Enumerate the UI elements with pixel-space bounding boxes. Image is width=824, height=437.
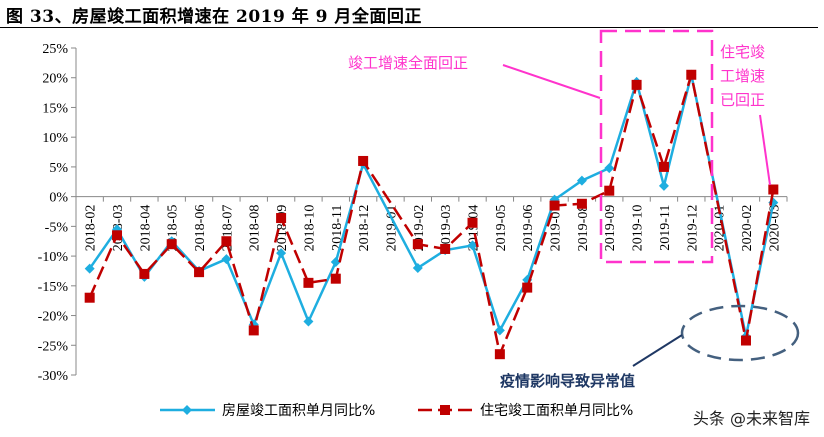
x-tick-label: 2019-08 [576, 205, 591, 252]
x-tick-label: 2019-10 [631, 205, 646, 252]
x-tick-label: 2018-10 [302, 205, 317, 252]
x-tick-label: 2018-12 [357, 205, 372, 252]
data-point-square [112, 230, 123, 241]
y-tick-label: -25% [38, 339, 69, 354]
y-tick-label: 0% [49, 191, 68, 206]
data-point-square [522, 282, 533, 293]
x-tick-label: 2019-09 [603, 205, 618, 252]
x-tick-label: 2018-02 [84, 205, 99, 252]
data-point-diamond [303, 316, 314, 327]
y-tick-label: 5% [49, 161, 68, 176]
data-point-square [686, 69, 697, 80]
data-point-diamond [221, 254, 232, 265]
x-tick-label: 2019-04 [467, 205, 482, 252]
x-tick-label: 2019-05 [494, 205, 509, 252]
y-tick-label: -20% [38, 310, 69, 325]
annotation-pointer [502, 64, 601, 99]
annotation-residential: 已回正 [720, 91, 765, 109]
data-point-square [248, 325, 259, 336]
x-tick-label: 2018-08 [248, 205, 263, 252]
x-tick-label: 2019-03 [439, 205, 454, 252]
data-point-square [276, 213, 287, 224]
y-tick-label: -30% [38, 369, 69, 384]
x-tick-label: 2018-04 [138, 205, 153, 252]
y-tick-label: -10% [38, 250, 69, 265]
data-point-square [740, 335, 751, 346]
x-tick-label: 2018-11 [330, 205, 345, 251]
annotation-pointer [759, 114, 771, 186]
x-tick-label: 2018-09 [275, 205, 290, 252]
data-point-square [303, 277, 314, 288]
data-point-diamond [604, 163, 615, 174]
legend-marker-diamond [182, 405, 192, 415]
data-point-square [494, 349, 505, 360]
data-point-diamond [658, 180, 669, 191]
data-point-diamond [467, 240, 478, 251]
y-tick-label: 15% [42, 101, 68, 116]
data-point-square [358, 155, 369, 166]
annotation-recovery: 竣工增速全面回正 [348, 54, 468, 72]
x-tick-label: 2020-01 [713, 205, 728, 252]
data-point-square [549, 200, 560, 211]
title-rule [0, 27, 818, 28]
y-tick-label: -15% [38, 280, 69, 295]
anomaly-ellipse [680, 304, 800, 362]
legend-label: 住宅竣工面积单月同比% [480, 403, 633, 419]
x-tick-label: 2019-07 [549, 205, 564, 252]
data-point-square [658, 161, 669, 172]
x-tick-label: 2019-12 [685, 205, 700, 252]
annotation-pointer [632, 334, 683, 367]
data-point-diamond [330, 257, 341, 268]
data-point-diamond [576, 175, 587, 186]
data-point-square [84, 292, 95, 303]
x-tick-label: 2020-02 [740, 205, 755, 252]
legend-label: 房屋竣工面积单月同比% [222, 403, 375, 419]
data-point-square [631, 79, 642, 90]
x-tick-label: 2019-01 [384, 205, 399, 252]
data-point-square [467, 217, 478, 228]
data-point-square [440, 243, 451, 254]
y-tick-label: -5% [45, 220, 69, 235]
y-tick-label: 10% [42, 131, 68, 146]
data-point-square [194, 267, 205, 278]
data-point-square [166, 239, 177, 250]
data-point-diamond [494, 325, 505, 336]
legend-marker-square [440, 405, 450, 415]
data-point-diamond [412, 262, 423, 273]
data-point-square [576, 198, 587, 209]
figure-title: 图 33、房屋竣工面积增速在 2019 年 9 月全面回正 [6, 7, 422, 27]
x-tick-label: 2019-11 [658, 205, 673, 251]
y-tick-label: 25% [42, 42, 68, 57]
data-point-square [330, 273, 341, 284]
annotation-anomaly: 疫情影响导致异常值 [500, 372, 635, 390]
data-point-square [139, 268, 150, 279]
annotation-residential: 住宅竣 [720, 43, 765, 61]
annotation-residential: 工增速 [720, 67, 765, 85]
y-tick-label: 20% [42, 72, 68, 87]
data-point-square [221, 236, 232, 247]
data-point-diamond [276, 248, 287, 259]
x-tick-label: 2019-06 [521, 205, 536, 252]
data-point-square [768, 184, 779, 195]
watermark: 头条 @未来智库 [692, 409, 810, 428]
data-point-square [412, 239, 423, 250]
data-point-diamond [84, 263, 95, 274]
data-point-square [604, 185, 615, 196]
x-tick-label: 2018-06 [193, 205, 208, 252]
highlight-box [599, 29, 714, 264]
